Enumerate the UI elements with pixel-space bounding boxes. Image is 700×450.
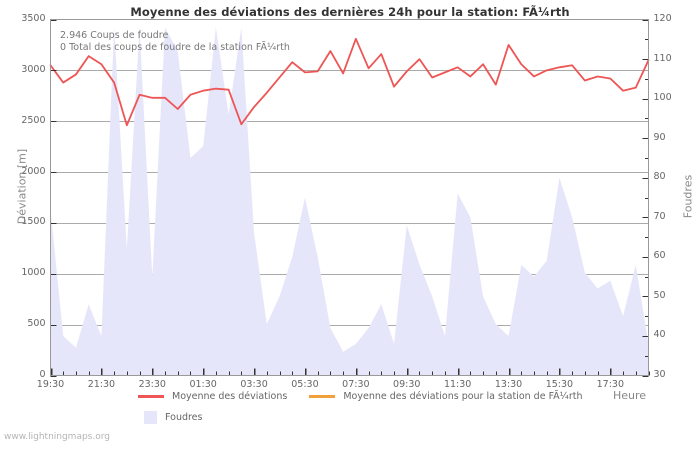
x-axis-tick: 21:30 — [87, 378, 116, 390]
x-axis-tick: 01:30 — [189, 378, 217, 390]
y-axis-right-tick: 60 — [653, 250, 666, 262]
axis-ticks — [50, 19, 651, 378]
page-title: Moyenne des déviations des dernières 24h… — [130, 5, 570, 19]
y-axis-right-tick: 90 — [653, 131, 666, 143]
y-axis-right-tick: 100 — [653, 92, 672, 104]
x-axis-tick: 23:30 — [138, 378, 166, 390]
legend-label-strikes: Foudres — [165, 412, 203, 423]
legend-line-swatch-station — [309, 395, 336, 398]
y-axis-left-tick: 0 — [39, 369, 46, 380]
y-axis-right-tick: 80 — [653, 171, 666, 183]
x-axis-tick: 15:30 — [545, 378, 574, 390]
y-axis-left-tick: 2500 — [21, 114, 46, 126]
x-axis-tick: 19:30 — [36, 378, 65, 390]
x-axis-tick: 03:30 — [240, 378, 268, 390]
y-axis-right-tick: 120 — [653, 13, 672, 24]
y-axis-left-tick: 3000 — [21, 63, 46, 75]
legend-item-strikes[interactable]: Foudres — [138, 411, 202, 424]
legend-item-deviation[interactable]: Moyenne des déviations — [138, 391, 287, 402]
y-axis-left-tick: 2000 — [21, 165, 46, 177]
x-axis-tick: 13:30 — [494, 378, 523, 390]
y-axis-right-title: Foudres — [681, 174, 695, 219]
legend-row-secondary: Foudres — [138, 411, 224, 424]
legend-area-swatch-strikes — [144, 411, 157, 424]
y-axis-left-title: Déviation [m] — [15, 148, 29, 225]
y-axis-right-tick: 110 — [653, 52, 672, 64]
y-axis-right-tick: 30 — [653, 369, 666, 380]
x-axis-tick: 09:30 — [393, 378, 421, 390]
x-axis-tick: 17:30 — [596, 378, 625, 390]
x-axis-title: Heure — [613, 389, 647, 402]
x-axis-tick: 07:30 — [342, 378, 370, 390]
annotation-strike-count: 2.946 Coups de foudre — [60, 30, 169, 41]
strikes-area-series — [50, 27, 649, 376]
annotation-station-total: 0 Total des coups de foudre de la statio… — [60, 42, 290, 53]
legend-label-deviation: Moyenne des déviations — [172, 391, 288, 402]
legend-label-station-deviation: Moyenne des déviations pour la station d… — [343, 391, 583, 402]
footer-url: www.lightningmaps.org — [4, 432, 110, 442]
y-axis-left-tick: 1500 — [21, 216, 46, 228]
x-axis-tick: 05:30 — [291, 378, 319, 390]
legend-row-primary: Moyenne des déviations Moyenne des dévia… — [138, 391, 605, 402]
y-axis-left-tick: 3500 — [21, 13, 46, 24]
plot-frame — [50, 19, 649, 376]
deviation-line-series — [49, 37, 650, 127]
y-axis-left-tick: 500 — [27, 318, 46, 330]
legend-item-station-deviation[interactable]: Moyenne des déviations pour la station d… — [309, 391, 583, 402]
y-axis-right-tick: 40 — [653, 329, 666, 341]
y-axis-right-tick: 50 — [653, 289, 666, 301]
legend-line-swatch-deviation — [138, 395, 164, 398]
y-axis-left-tick: 1000 — [21, 267, 46, 279]
y-axis-right-tick: 70 — [653, 210, 666, 222]
x-axis-tick: 11:30 — [443, 378, 472, 390]
